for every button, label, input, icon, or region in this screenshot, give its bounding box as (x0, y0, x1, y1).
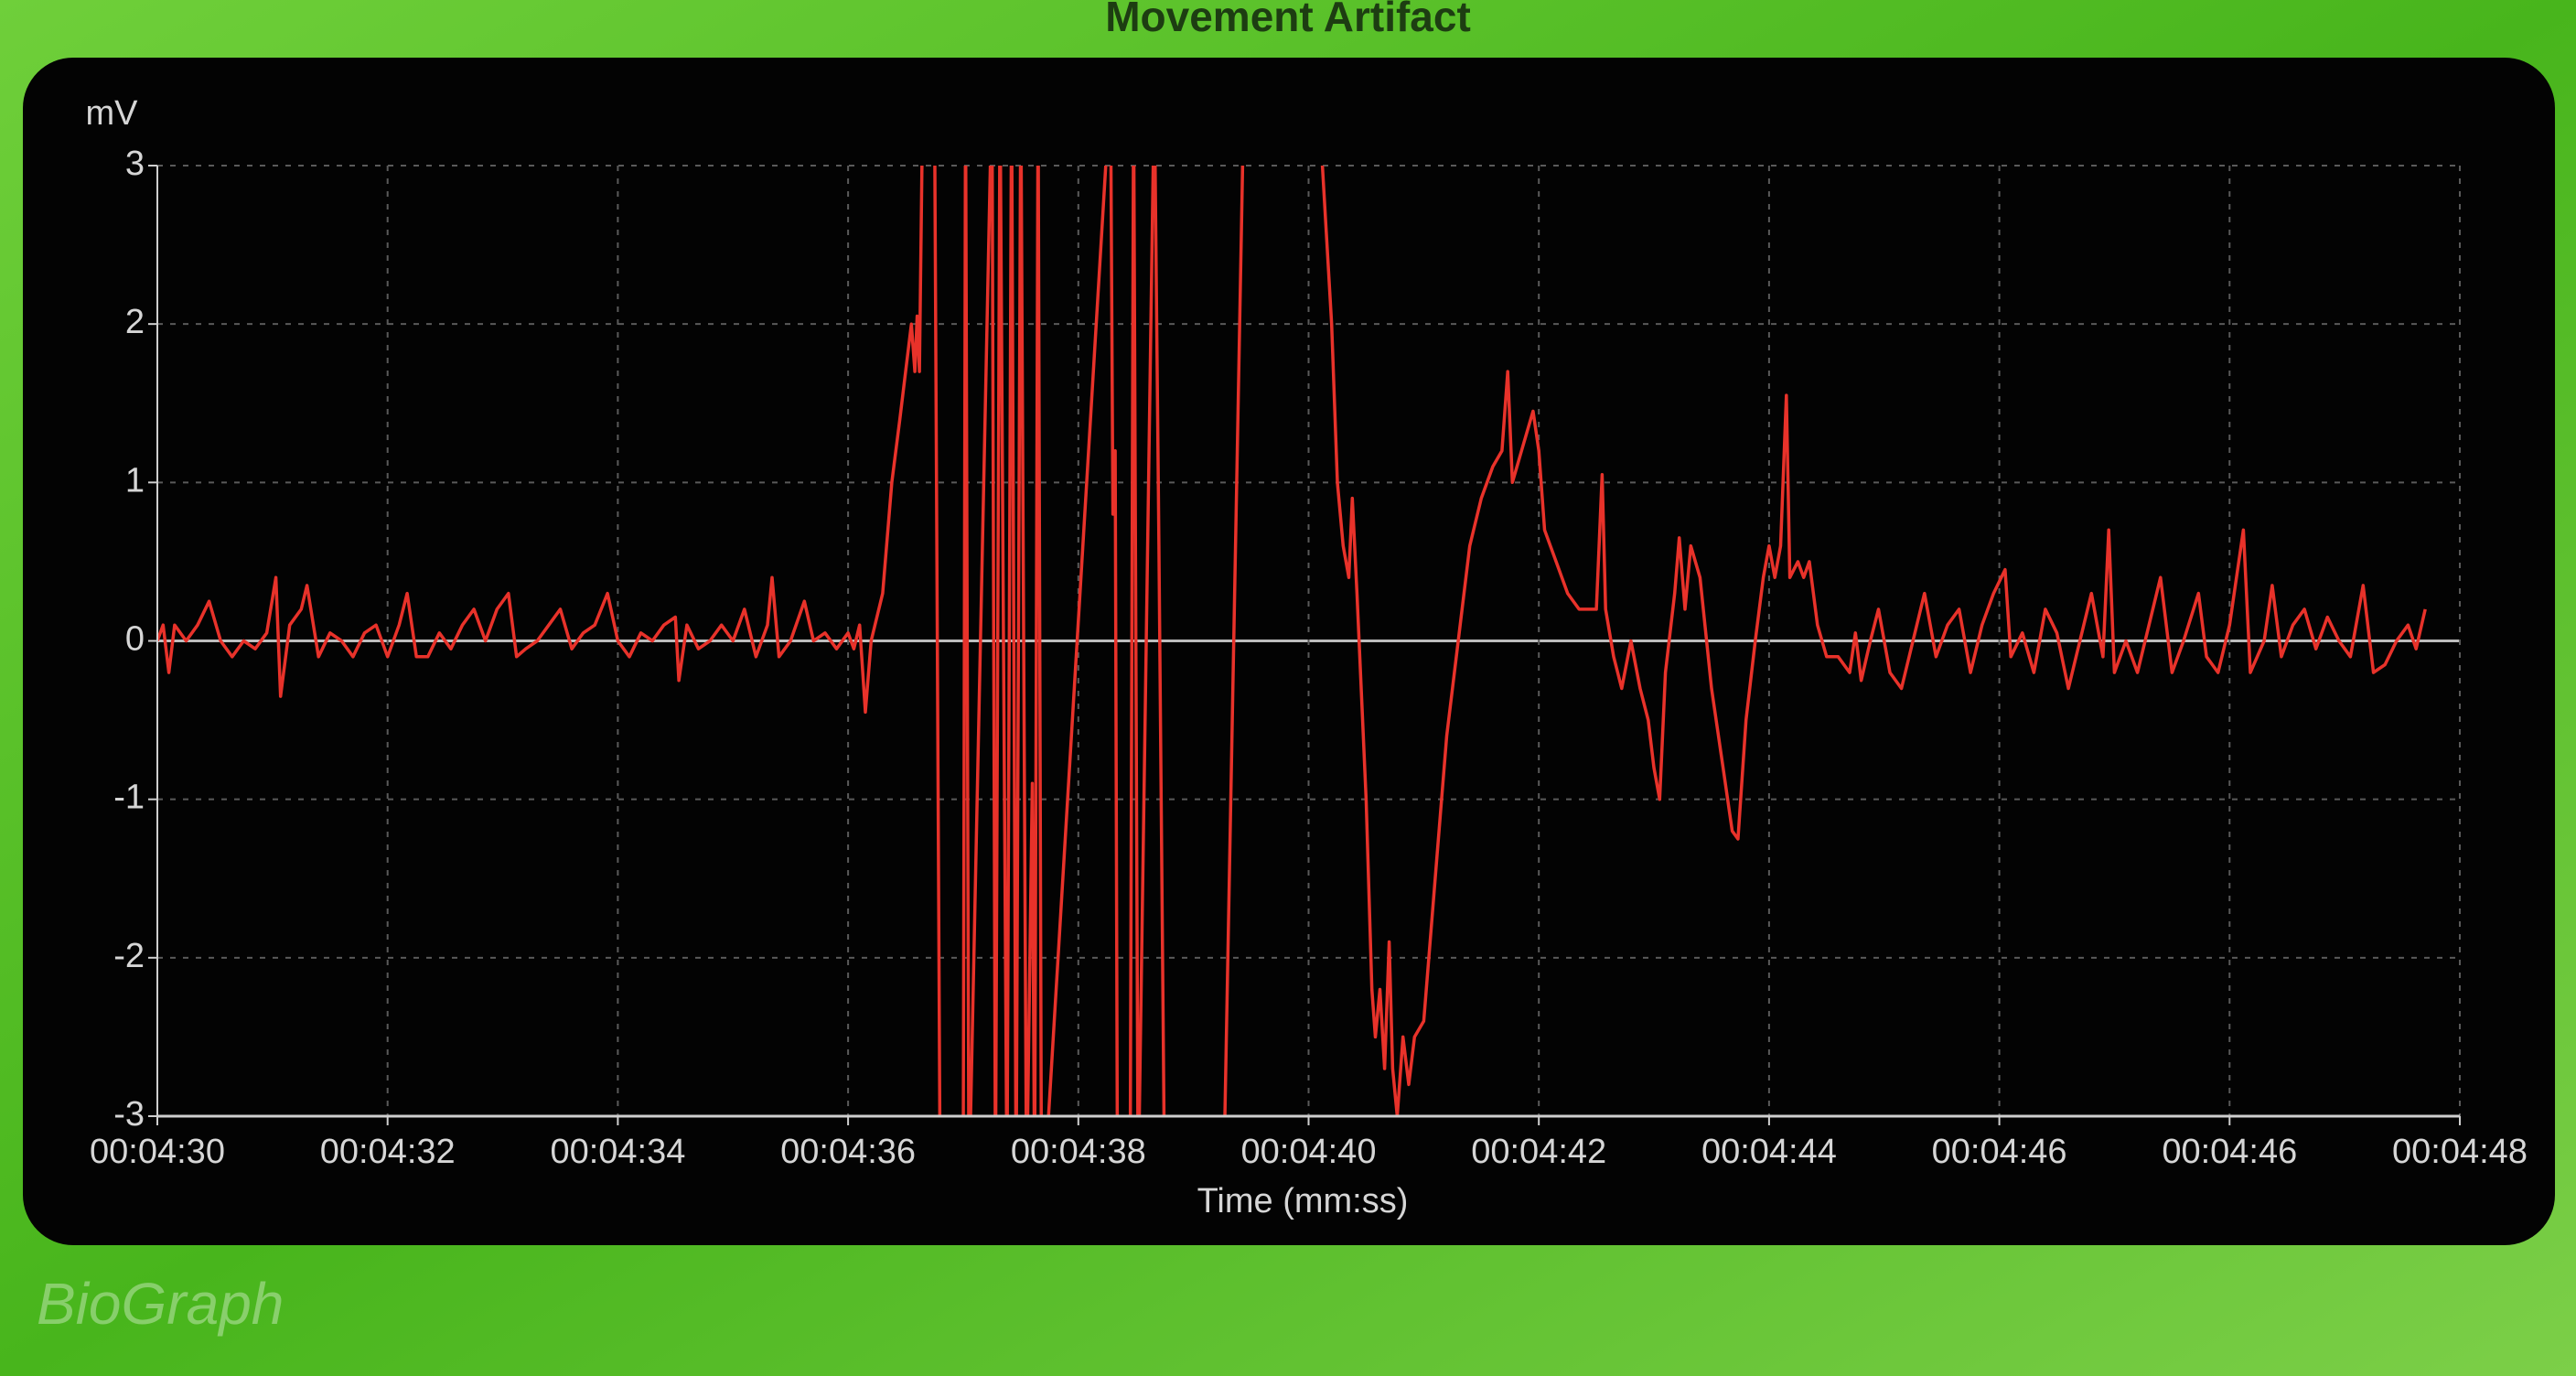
x-tick-label: 00:04:40 (1241, 1133, 1377, 1171)
chart-title: Movement Artifact (1105, 0, 1471, 40)
x-tick-label: 00:04:38 (1011, 1133, 1146, 1171)
signal-line (157, 166, 2427, 1116)
y-tick-label: -1 (113, 779, 145, 817)
x-tick-label: 00:04:32 (320, 1133, 456, 1171)
watermark: BioGraph (37, 1271, 284, 1337)
x-tick-label: 00:04:48 (2392, 1133, 2528, 1171)
y-tick-label: -3 (113, 1095, 145, 1134)
y-tick-label: 2 (125, 303, 145, 341)
y-tick-label: -2 (113, 937, 145, 975)
x-tick-label: 00:04:30 (90, 1133, 225, 1171)
x-tick-label: 00:04:36 (780, 1133, 916, 1171)
y-tick-label: 0 (125, 620, 145, 659)
y-axis-label: mV (86, 94, 139, 133)
x-axis-label: Time (mm:ss) (1197, 1182, 1409, 1220)
chart-panel (23, 58, 2555, 1245)
x-tick-label: 00:04:42 (1471, 1133, 1606, 1171)
y-tick-label: 3 (125, 145, 145, 183)
x-tick-label: 00:04:44 (1701, 1133, 1837, 1171)
x-tick-label: 00:04:34 (550, 1133, 685, 1171)
x-tick-label: 00:04:46 (2162, 1133, 2297, 1171)
x-tick-label: 00:04:46 (1932, 1133, 2067, 1171)
y-tick-label: 1 (125, 461, 145, 500)
